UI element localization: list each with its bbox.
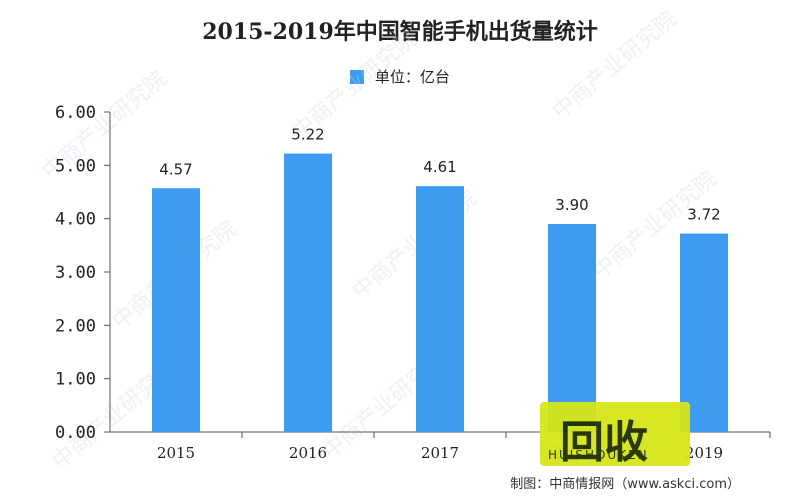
chart-credit: 制图：中商情报网（www.askci.com） <box>510 477 740 492</box>
y-tick-label: 1.00 <box>55 370 96 390</box>
y-tick-label: 5.00 <box>55 156 96 176</box>
badge-text: 回收 <box>560 417 648 468</box>
x-tick-label: 2016 <box>289 444 327 462</box>
bar-value-label: 4.57 <box>159 160 192 178</box>
bar-value-label: 5.22 <box>291 126 324 144</box>
chart-legend: 单位：亿台 <box>0 66 800 87</box>
bar-value-label: 4.61 <box>423 158 456 176</box>
bar-2019 <box>680 233 728 432</box>
bar-2018 <box>548 224 596 432</box>
legend-label: 单位：亿台 <box>374 68 450 86</box>
bar-value-label: 3.90 <box>555 196 588 214</box>
watermark-text: 中商产业研究院 <box>548 6 682 124</box>
chart-title: 2015-2019年中国智能手机出货量统计 <box>202 19 598 45</box>
y-tick-label: 4.00 <box>55 210 96 230</box>
watermark-badge: 回收 HUISHOUKEN <box>540 402 690 468</box>
y-tick-label: 0.00 <box>55 423 96 443</box>
y-tick-label: 2.00 <box>55 316 96 336</box>
y-tick-label: 6.00 <box>55 103 96 123</box>
x-tick-label: 2017 <box>421 444 459 462</box>
bar-2015 <box>152 188 200 432</box>
bar-2016 <box>284 153 332 432</box>
y-tick-label: 3.00 <box>55 263 96 283</box>
x-tick-label: 2019 <box>685 444 723 462</box>
bar-value-label: 3.72 <box>687 206 720 224</box>
legend-swatch <box>350 70 365 84</box>
x-tick-label: 2015 <box>157 444 195 462</box>
bar-2017 <box>416 186 464 432</box>
badge-subtext: HUISHOUKEN <box>548 448 649 462</box>
